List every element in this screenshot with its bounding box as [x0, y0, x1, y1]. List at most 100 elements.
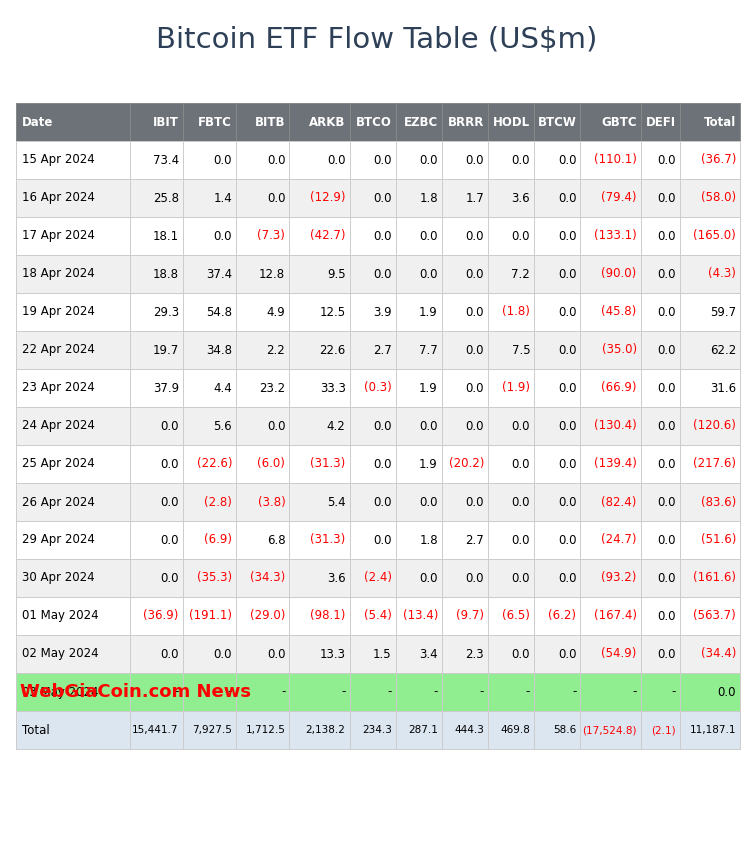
Text: 2,138.2: 2,138.2 [306, 725, 346, 735]
Text: (34.3): (34.3) [250, 571, 285, 584]
Text: 1.5: 1.5 [373, 647, 392, 660]
Text: (130.4): (130.4) [594, 419, 636, 432]
Text: (120.6): (120.6) [693, 419, 736, 432]
Text: 3.9: 3.9 [373, 306, 392, 318]
Text: (90.0): (90.0) [602, 268, 636, 280]
Bar [16, 559, 740, 597]
Text: 30 Apr 2024: 30 Apr 2024 [22, 571, 94, 584]
Text: 1.4: 1.4 [214, 192, 232, 205]
Text: 16 Apr 2024: 16 Apr 2024 [22, 192, 95, 205]
Text: (98.1): (98.1) [310, 609, 346, 622]
Text: 0.0: 0.0 [160, 533, 179, 546]
Text: 5.4: 5.4 [327, 495, 346, 508]
Text: 0.0: 0.0 [160, 419, 179, 432]
Text: BTCW: BTCW [538, 116, 576, 129]
Text: 0.0: 0.0 [160, 571, 179, 584]
Text: (6.9): (6.9) [204, 533, 232, 546]
Text: 0.0: 0.0 [558, 306, 576, 318]
Bar [16, 103, 740, 141]
Text: 54.8: 54.8 [206, 306, 232, 318]
Text: 34.8: 34.8 [206, 343, 232, 356]
Bar [16, 445, 740, 483]
Text: 0.0: 0.0 [214, 154, 232, 167]
Text: 0.0: 0.0 [466, 268, 484, 280]
Text: 25 Apr 2024: 25 Apr 2024 [22, 457, 94, 470]
Text: EZBC: EZBC [404, 116, 438, 129]
Text: 1.9: 1.9 [419, 306, 438, 318]
Text: 0.0: 0.0 [373, 419, 392, 432]
Text: 22.6: 22.6 [319, 343, 346, 356]
Text: Total: Total [704, 116, 736, 129]
Text: 59.7: 59.7 [710, 306, 736, 318]
Text: -: - [174, 685, 179, 698]
Text: 0.0: 0.0 [267, 419, 285, 432]
Bar [16, 217, 740, 255]
Text: 4.4: 4.4 [214, 381, 232, 394]
Bar [16, 597, 740, 635]
Text: 0.0: 0.0 [657, 419, 676, 432]
Text: (1.9): (1.9) [502, 381, 530, 394]
Text: (24.7): (24.7) [601, 533, 636, 546]
Text: (165.0): (165.0) [693, 230, 736, 243]
Text: 23 Apr 2024: 23 Apr 2024 [22, 381, 94, 394]
Text: GBTC: GBTC [601, 116, 636, 129]
Text: 0.0: 0.0 [419, 419, 438, 432]
Text: 11,187.1: 11,187.1 [689, 725, 736, 735]
Text: -: - [281, 685, 285, 698]
Text: (42.7): (42.7) [310, 230, 346, 243]
Text: 0.0: 0.0 [466, 571, 484, 584]
Text: 9.5: 9.5 [327, 268, 346, 280]
Text: 4.2: 4.2 [327, 419, 346, 432]
Text: 18.1: 18.1 [153, 230, 179, 243]
Text: 469.8: 469.8 [501, 725, 530, 735]
Text: 73.4: 73.4 [153, 154, 179, 167]
Text: 0.0: 0.0 [558, 268, 576, 280]
Text: 7.5: 7.5 [512, 343, 530, 356]
Text: 1.7: 1.7 [465, 192, 484, 205]
Bar [16, 711, 740, 749]
Text: (93.2): (93.2) [601, 571, 636, 584]
Text: DEFI: DEFI [646, 116, 676, 129]
Text: (54.9): (54.9) [601, 647, 636, 660]
Text: -: - [671, 685, 676, 698]
Text: (6.2): (6.2) [548, 609, 576, 622]
Text: 0.0: 0.0 [466, 419, 484, 432]
Text: 1.9: 1.9 [419, 457, 438, 470]
Text: 287.1: 287.1 [408, 725, 438, 735]
Text: 0.0: 0.0 [419, 154, 438, 167]
Text: 1.8: 1.8 [419, 533, 438, 546]
Bar [16, 255, 740, 293]
Text: -: - [525, 685, 530, 698]
Text: 0.0: 0.0 [373, 533, 392, 546]
Text: 0.0: 0.0 [466, 381, 484, 394]
Text: 3.4: 3.4 [419, 647, 438, 660]
Text: 0.0: 0.0 [419, 230, 438, 243]
Text: 0.0: 0.0 [657, 230, 676, 243]
Bar [16, 483, 740, 521]
Text: 0.0: 0.0 [160, 495, 179, 508]
Text: IBIT: IBIT [153, 116, 179, 129]
Text: 15,441.7: 15,441.7 [132, 725, 179, 735]
Text: 0.0: 0.0 [657, 609, 676, 622]
Text: 5.6: 5.6 [214, 419, 232, 432]
Text: 0.0: 0.0 [267, 154, 285, 167]
Text: (83.6): (83.6) [701, 495, 736, 508]
Text: (6.5): (6.5) [502, 609, 530, 622]
Text: (36.7): (36.7) [701, 154, 736, 167]
Text: (31.3): (31.3) [310, 457, 346, 470]
Text: (82.4): (82.4) [601, 495, 636, 508]
Text: 0.0: 0.0 [512, 533, 530, 546]
Text: -: - [572, 685, 576, 698]
Text: BITB: BITB [254, 116, 285, 129]
Text: 0.0: 0.0 [373, 192, 392, 205]
Text: 58.6: 58.6 [553, 725, 576, 735]
Text: 23.2: 23.2 [259, 381, 285, 394]
Bar [16, 331, 740, 369]
Text: Total: Total [22, 723, 50, 736]
Text: 3.6: 3.6 [327, 571, 346, 584]
Text: 33.3: 33.3 [319, 381, 346, 394]
Text: (17,524.8): (17,524.8) [582, 725, 636, 735]
Text: (563.7): (563.7) [693, 609, 736, 622]
Text: (58.0): (58.0) [701, 192, 736, 205]
Text: 31.6: 31.6 [710, 381, 736, 394]
